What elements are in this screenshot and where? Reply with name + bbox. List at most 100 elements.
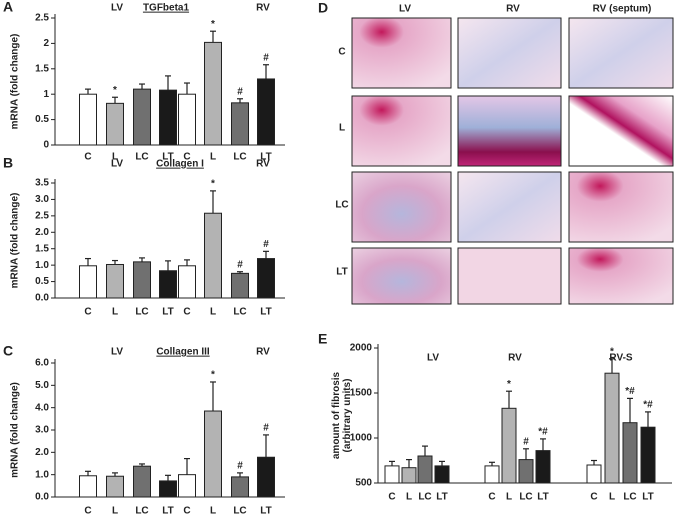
x-tick-label: LC: [623, 492, 636, 503]
bar: [384, 465, 400, 484]
y-tick-label: 0.5: [35, 276, 49, 287]
panel-label: A: [3, 0, 13, 15]
significance-marker: #: [237, 259, 243, 270]
group-label: LV: [111, 347, 123, 358]
significance-marker: #: [523, 436, 529, 447]
panel-label: C: [3, 343, 13, 359]
y-tick-label: 5.0: [35, 380, 49, 391]
bar: [79, 265, 97, 299]
bar: [640, 426, 656, 484]
bar: [257, 78, 275, 146]
bar: [178, 93, 196, 146]
x-tick-label: LT: [436, 492, 447, 503]
x-tick-label: L: [112, 307, 118, 318]
y-tick-label: 2000: [350, 343, 373, 354]
y-axis-title: mRNA (fold change): [10, 193, 21, 289]
column-header: RV (septum): [593, 4, 652, 15]
x-tick-label: LC: [135, 152, 148, 163]
x-tick-label: C: [183, 506, 190, 517]
group-label: RV: [256, 347, 270, 358]
bar: [501, 407, 517, 484]
significance-marker: *#: [625, 386, 635, 397]
y-tick-label: 1.5: [35, 243, 49, 254]
group-label: LV: [111, 159, 123, 170]
y-tick-label: 1: [43, 89, 49, 100]
y-tick-label: 2.5: [35, 210, 49, 221]
bar: [204, 41, 222, 146]
x-tick-label: L: [406, 492, 412, 503]
group-label: LV: [111, 3, 123, 14]
bar: [106, 475, 124, 498]
bar: [159, 270, 177, 299]
x-tick-label: LT: [162, 506, 173, 517]
x-tick-label: C: [84, 307, 91, 318]
group-label: RV-S: [609, 353, 632, 364]
chart-title: Collagen I: [156, 159, 204, 170]
x-tick-label: L: [609, 492, 615, 503]
y-tick-label: 1.0: [35, 469, 49, 480]
bar: [178, 265, 196, 299]
y-tick-label: 2: [43, 38, 49, 49]
group-label: RV: [256, 159, 270, 170]
x-tick-label: C: [488, 492, 495, 503]
bar: [231, 476, 249, 498]
significance-marker: #: [263, 52, 269, 63]
micrograph: [568, 95, 674, 167]
panel-label: E: [318, 331, 327, 347]
bar: [133, 465, 151, 498]
significance-marker: *: [211, 370, 215, 381]
x-tick-label: L: [112, 506, 118, 517]
bar: [586, 464, 602, 484]
x-tick-label: LC: [418, 492, 431, 503]
significance-marker: #: [263, 239, 269, 250]
x-tick-label: LC: [233, 506, 246, 517]
group-label: RV: [256, 3, 270, 14]
panel-label: D: [318, 0, 328, 16]
x-tick-label: LC: [135, 506, 148, 517]
x-tick-label: LT: [162, 152, 173, 163]
x-tick-label: C: [84, 152, 91, 163]
row-label: C: [338, 47, 345, 58]
x-tick-label: C: [388, 492, 395, 503]
significance-marker: *: [507, 379, 511, 390]
y-tick-label: 0.0: [35, 293, 49, 304]
x-tick-label: LC: [233, 152, 246, 163]
bar: [178, 474, 196, 498]
bar: [231, 102, 249, 146]
micrograph: [457, 17, 562, 89]
x-tick-label: LT: [260, 152, 271, 163]
micrograph: [351, 247, 452, 305]
bar: [106, 263, 124, 299]
y-tick-label: 1.5: [35, 63, 49, 74]
bar: [535, 450, 551, 484]
column-header: LV: [399, 4, 411, 15]
x-tick-label: C: [183, 307, 190, 318]
bar: [484, 465, 500, 484]
micrograph: [457, 95, 562, 167]
y-tick-label: 4.0: [35, 402, 49, 413]
bar: [204, 410, 222, 498]
y-tick-label: 3.0: [35, 425, 49, 436]
x-tick-label: C: [183, 152, 190, 163]
significance-marker: *: [610, 346, 614, 357]
bar: [401, 467, 417, 484]
significance-marker: *#: [538, 427, 548, 438]
bar: [434, 465, 450, 484]
bar: [159, 89, 177, 146]
bar: [106, 102, 124, 146]
y-tick-label: 1.0: [35, 260, 49, 271]
micrograph: [568, 247, 674, 305]
y-tick-label: 2.5: [35, 13, 49, 24]
x-tick-label: LC: [233, 307, 246, 318]
group-label: LV: [427, 353, 439, 364]
significance-marker: *: [113, 85, 117, 96]
y-tick-label: 1500: [350, 388, 373, 399]
y-tick-label: 2.0: [35, 227, 49, 238]
x-tick-label: C: [590, 492, 597, 503]
significance-marker: *#: [643, 400, 653, 411]
y-axis-title: (arbitrary units): [342, 379, 353, 453]
significance-marker: *: [211, 179, 215, 190]
y-tick-label: 1000: [350, 433, 373, 444]
micrograph: [568, 171, 674, 243]
